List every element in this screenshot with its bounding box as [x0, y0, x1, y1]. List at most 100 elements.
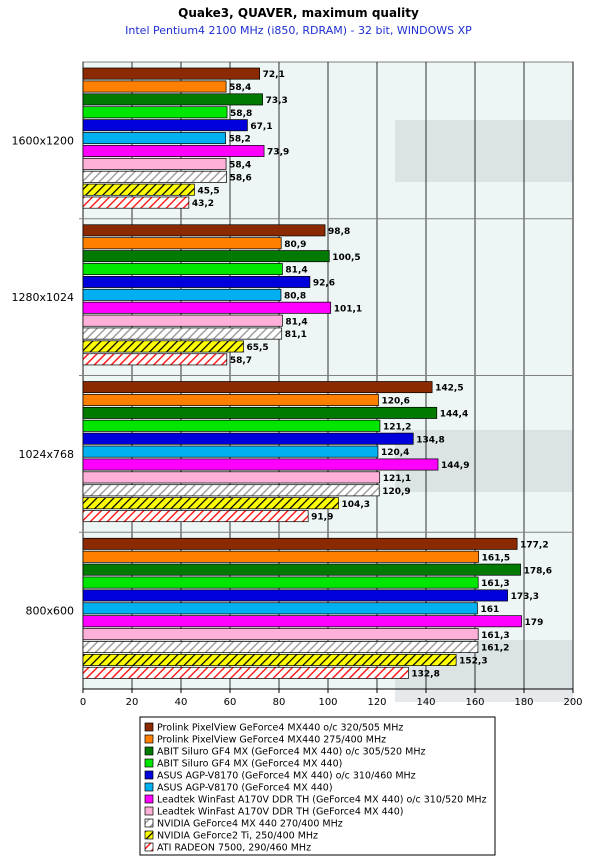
category-axis: 1600x1200 1280x1024 1024x768 800x600	[12, 134, 573, 618]
x-tick-label: 140	[416, 697, 435, 708]
bar-value-label: 72,1	[263, 70, 285, 80]
bar	[82, 445, 379, 458]
bar	[82, 157, 227, 170]
bar	[82, 394, 379, 406]
bar	[82, 119, 248, 132]
bar	[82, 67, 260, 80]
bar-value-label: 120,6	[381, 397, 409, 407]
legend-label: NVIDIA GeForce4 MX 440 270/400 MHz	[157, 819, 343, 830]
legend-swatch	[144, 830, 154, 840]
bar	[82, 288, 282, 301]
bar-value-label: 132,8	[411, 669, 439, 679]
legend-swatch	[144, 782, 154, 792]
legend-label: ABIT Siluro GF4 MX (GeForce4 MX 440) o/c…	[157, 747, 425, 758]
legend-swatch	[144, 770, 154, 780]
bar	[82, 653, 457, 666]
bar-value-label: 142,5	[435, 384, 463, 394]
legend-label: NVIDIA GeForce2 Ti, 250/400 MHz	[157, 831, 318, 842]
x-tick-label: 120	[367, 697, 386, 708]
bar	[82, 250, 330, 263]
bar-value-label: 81,4	[285, 266, 307, 276]
bar-value-label: 161,3	[481, 631, 509, 641]
bar	[82, 432, 414, 445]
bar-value-label: 121,2	[383, 422, 411, 432]
chart-subtitle: Intel Pentium4 2100 MHz (i850, RDRAM) - …	[125, 24, 472, 37]
bar-value-label: 58,4	[229, 161, 251, 171]
bar	[82, 301, 332, 314]
bar-value-label: 161,5	[482, 553, 510, 563]
legend-label: Leadtek WinFast A170V DDR TH (GeForce4 M…	[157, 807, 403, 818]
bar	[82, 314, 283, 327]
bar	[82, 340, 244, 353]
bar	[82, 237, 282, 250]
legend-swatch	[144, 746, 154, 756]
bar	[82, 419, 381, 432]
bar-value-label: 43,2	[192, 199, 214, 209]
bar-value-label: 144,4	[440, 410, 468, 420]
bar-value-label: 58,7	[230, 356, 252, 366]
bar-value-label: 161,3	[481, 579, 509, 589]
legend-label: ABIT Siluro GF4 MX (GeForce4 MX 440)	[157, 759, 342, 770]
legend-label: Prolink PixelView GeForce4 MX440 275/400…	[157, 735, 386, 746]
bar-value-label: 100,5	[332, 253, 360, 263]
x-tick-label: 0	[80, 697, 86, 708]
category-label: 800x600	[25, 605, 74, 618]
x-tick-label: 200	[563, 697, 582, 708]
bar-value-label: 81,1	[285, 330, 307, 340]
bar	[82, 196, 190, 209]
bar-value-label: 91,9	[311, 513, 333, 523]
bar-value-label: 45,5	[197, 186, 219, 196]
legend-swatch	[144, 722, 154, 732]
bar-value-label: 58,2	[229, 135, 251, 145]
legend-label: Prolink PixelView GeForce4 MX440 o/c 320…	[157, 723, 403, 734]
bar-value-label: 178,6	[524, 566, 552, 576]
bar-value-label: 80,8	[284, 291, 306, 301]
legend-box	[139, 716, 496, 856]
bar	[82, 537, 518, 550]
x-tick-label: 160	[465, 697, 484, 708]
bar	[82, 471, 381, 484]
bar	[82, 145, 265, 157]
legend-label: ASUS AGP-V8170 (GeForce4 MX 440)	[157, 783, 333, 794]
category-label: 1280x1024	[12, 291, 75, 304]
bar-value-label: 80,9	[284, 240, 306, 250]
bar	[82, 327, 283, 340]
bar-value-label: 58,8	[230, 109, 252, 119]
bar-value-label: 144,9	[441, 461, 469, 471]
bar	[82, 353, 228, 366]
x-tick-label: 60	[224, 697, 237, 708]
bar	[82, 641, 479, 654]
bar	[82, 170, 227, 183]
bar	[82, 381, 433, 394]
x-tick-label: 180	[514, 697, 533, 708]
x-tick-label: 40	[175, 697, 188, 708]
legend-swatch	[144, 842, 154, 852]
category-label: 1024x768	[19, 448, 75, 461]
bar-value-label: 173,3	[511, 592, 539, 602]
bar-value-label: 81,4	[285, 317, 307, 327]
bar-value-label: 73,3	[266, 96, 288, 106]
bar-value-label: 152,3	[459, 657, 487, 667]
bar-value-label: 98,8	[328, 227, 350, 237]
x-axis: 0 20 40 60 80 100 120 140 160 180 200	[80, 688, 583, 708]
bar	[82, 589, 508, 602]
bar	[82, 550, 480, 563]
bar-value-label: 65,5	[246, 343, 268, 353]
bar	[82, 406, 438, 419]
legend-label: Leadtek WinFast A170V DDR TH (GeForce4 M…	[157, 795, 487, 806]
bar-value-label: 161,2	[481, 644, 509, 654]
bar-value-label: 104,3	[342, 500, 370, 510]
bar-value-label: 134,8	[416, 435, 444, 445]
bar	[82, 80, 227, 93]
bar-value-label: 179	[525, 618, 544, 628]
bar	[82, 458, 439, 471]
chart-title: Quake3, QUAVER, maximum quality	[178, 6, 419, 20]
bars: 72,1 58,4 73,3 58,8 67,1 58,2 73,9 58,4 58,6 45,5…	[82, 67, 552, 679]
bar	[82, 510, 309, 523]
bar-value-label: 101,1	[334, 304, 362, 314]
bar	[82, 484, 380, 497]
bar-value-label: 92,6	[313, 279, 335, 289]
bar	[82, 132, 226, 145]
bar	[82, 183, 195, 196]
